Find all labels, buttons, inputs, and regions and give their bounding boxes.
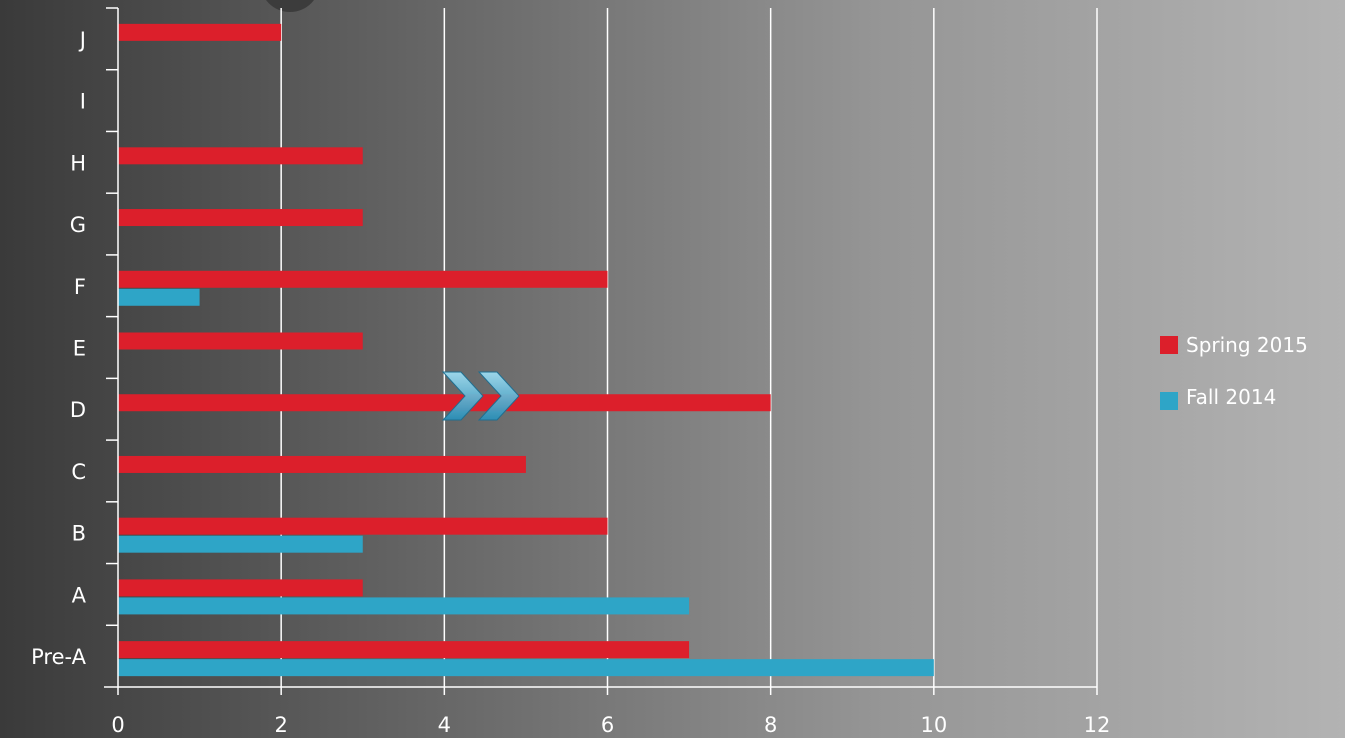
decorative-circle	[266, 0, 314, 12]
bar-spring-2015	[118, 147, 363, 165]
x-tick-label: 10	[920, 713, 947, 737]
chevron-shape	[441, 371, 484, 421]
y-category-label: I	[80, 90, 86, 114]
bar-spring-2015	[118, 517, 608, 535]
bar-fall-2014	[118, 535, 363, 553]
y-category-label: D	[70, 398, 86, 422]
bar-spring-2015	[118, 394, 771, 412]
y-category-label: B	[72, 522, 86, 546]
bar-spring-2015	[118, 641, 690, 659]
chevron-shape	[477, 371, 520, 421]
y-category-label: J	[78, 28, 86, 52]
axes	[104, 7, 1098, 695]
x-tick-label: 4	[438, 713, 451, 737]
x-tick-label: 0	[111, 713, 124, 737]
bar-spring-2015	[118, 455, 526, 473]
bar-spring-2015	[118, 209, 363, 227]
bar-spring-2015	[118, 332, 363, 350]
bar-fall-2014	[118, 659, 934, 677]
bar-spring-2015	[118, 270, 608, 288]
labels: 0 2 4 6 8 10 12 Pre-A A B C D E F G H I J	[31, 28, 1110, 737]
chevron-arrows-icon	[441, 371, 520, 421]
gridlines	[280, 8, 1098, 687]
bar-fall-2014	[118, 597, 690, 615]
bar-fall-2014	[118, 288, 200, 306]
legend-label-fall: Fall 2014	[1186, 385, 1276, 409]
y-category-label: G	[70, 213, 86, 237]
legend-label-spring: Spring 2015	[1186, 333, 1308, 357]
legend-swatch-spring	[1160, 336, 1178, 354]
y-category-label: H	[70, 151, 86, 175]
x-tick-label: 6	[601, 713, 614, 737]
y-category-label: F	[74, 275, 86, 299]
x-tick-label: 12	[1084, 713, 1111, 737]
x-tick-label: 8	[764, 713, 777, 737]
y-category-label: E	[73, 337, 86, 361]
bar-spring-2015	[118, 23, 282, 41]
y-category-label: A	[72, 583, 87, 607]
bar-spring-2015	[118, 579, 363, 597]
bars	[118, 23, 934, 677]
x-tick-label: 2	[274, 713, 287, 737]
y-category-label: C	[71, 460, 86, 484]
legend: Spring 2015 Fall 2014	[1160, 333, 1308, 410]
legend-swatch-fall	[1160, 392, 1178, 410]
y-category-label: Pre-A	[31, 645, 87, 669]
